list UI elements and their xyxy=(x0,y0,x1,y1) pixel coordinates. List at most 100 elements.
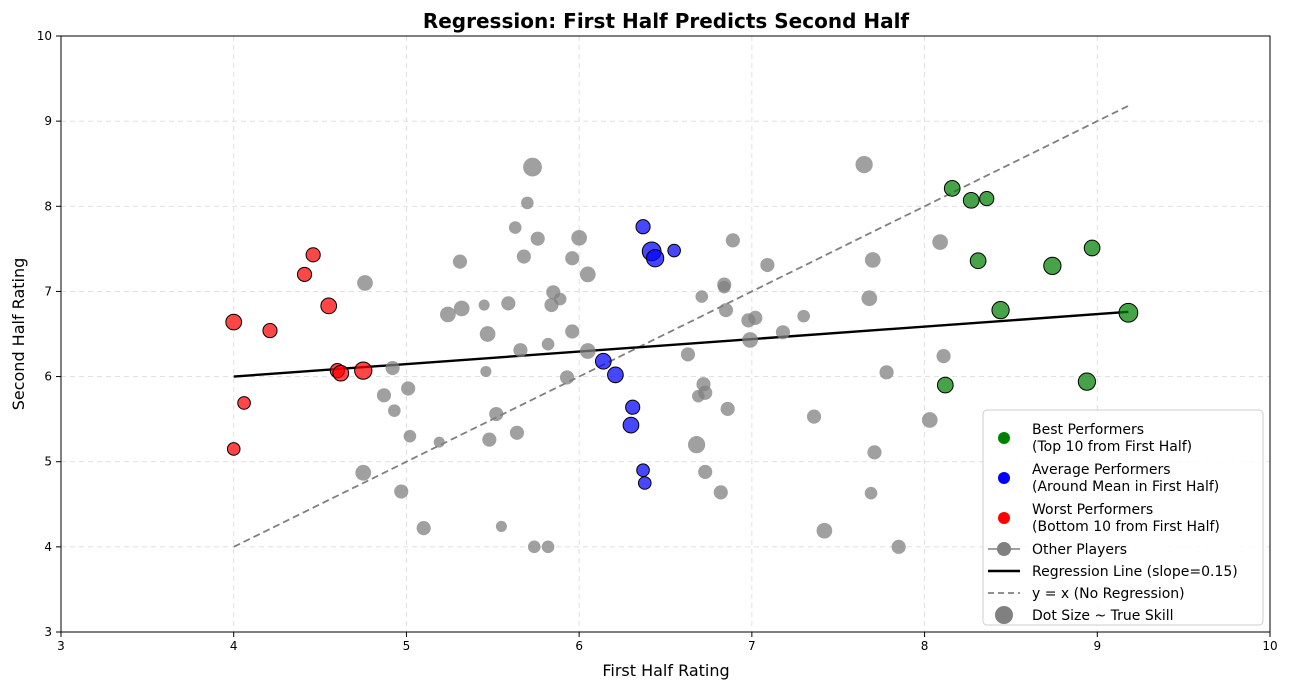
data-point-other xyxy=(879,365,894,380)
legend-label: Average Performers xyxy=(1032,462,1171,478)
legend-marker-size xyxy=(995,606,1013,624)
data-point-other xyxy=(579,266,596,283)
data-point-other xyxy=(864,252,881,268)
data-point-worst xyxy=(332,364,350,382)
y-tick-label: 4 xyxy=(44,540,52,554)
data-point-other xyxy=(760,257,775,273)
data-point-other xyxy=(530,231,545,246)
data-point-other xyxy=(527,540,541,554)
data-point-other xyxy=(720,401,735,417)
legend-box xyxy=(982,409,1264,626)
x-tick-label: 3 xyxy=(57,639,65,653)
data-point-other xyxy=(416,521,431,536)
data-point-other xyxy=(717,280,731,294)
data-point-worst xyxy=(354,361,373,380)
x-tick-label: 4 xyxy=(230,639,238,653)
data-point-other xyxy=(544,297,559,313)
data-point-other xyxy=(565,324,580,339)
data-point-worst xyxy=(305,247,321,263)
regression-line xyxy=(233,310,1129,378)
x-tick-label: 6 xyxy=(575,639,583,653)
y-tick-label: 5 xyxy=(44,455,52,469)
data-point-other xyxy=(478,299,490,311)
data-point-other xyxy=(355,464,372,481)
legend: Best Performers(Top 10 from First Half) A… xyxy=(982,409,1264,626)
data-point-other xyxy=(687,436,706,454)
data-point-best xyxy=(969,252,987,270)
data-point-average xyxy=(636,463,650,478)
data-point-average xyxy=(637,476,652,490)
legend-label: Best Performers xyxy=(1032,422,1144,438)
x-tick-label: 10 xyxy=(1262,639,1277,653)
legend-label: Regression Line (slope=0.15) xyxy=(1032,564,1238,580)
data-point-average xyxy=(635,219,651,235)
data-point-other xyxy=(453,300,470,317)
legend-marker-worst xyxy=(998,512,1010,524)
data-point-other xyxy=(480,365,492,377)
data-point-other xyxy=(401,381,416,396)
y-axis-label: Second Half Rating xyxy=(9,258,28,411)
data-point-other xyxy=(559,370,575,385)
data-point-best xyxy=(1083,239,1101,257)
data-point-other xyxy=(403,429,417,443)
data-point-other xyxy=(495,520,507,532)
data-point-other xyxy=(501,296,516,311)
data-point-other xyxy=(695,290,709,303)
data-point-other xyxy=(775,325,791,340)
data-point-worst xyxy=(320,297,338,315)
data-point-other xyxy=(440,306,456,323)
data-point-other xyxy=(452,254,468,269)
data-point-best xyxy=(1077,372,1097,391)
reference-lines xyxy=(233,105,1129,548)
data-point-best xyxy=(943,180,961,197)
legend-marker-other xyxy=(997,542,1011,556)
data-point-worst xyxy=(225,313,243,331)
data-point-other xyxy=(867,445,882,460)
data-point-other xyxy=(523,157,542,177)
legend-label: Worst Performers xyxy=(1032,502,1153,518)
data-point-other xyxy=(742,332,758,348)
data-point-worst xyxy=(226,442,241,456)
data-point-other xyxy=(921,412,938,428)
chart-title: Regression: First Half Predicts Second H… xyxy=(423,9,910,33)
data-point-other xyxy=(571,229,587,246)
data-point-other xyxy=(482,432,497,447)
legend-sublabel: (Bottom 10 from First Half) xyxy=(1032,519,1220,535)
data-point-average xyxy=(646,249,665,268)
data-point-other xyxy=(861,290,878,307)
data-point-other xyxy=(489,406,504,422)
plot-area-frame xyxy=(60,35,1271,633)
legend-sublabel: (Top 10 from First Half) xyxy=(1032,439,1192,455)
data-point-best xyxy=(1118,302,1139,323)
data-point-other xyxy=(692,389,705,403)
axis-ticks: 3 4 5 6 7 8 9 10 3 4 5 6 7 8 9 10 xyxy=(37,29,1278,653)
y-tick-label: 9 xyxy=(44,114,52,128)
data-point-other xyxy=(376,388,392,403)
data-point-best xyxy=(936,376,954,394)
data-point-other xyxy=(579,343,596,359)
data-point-worst xyxy=(296,266,313,282)
data-point-other xyxy=(541,337,555,351)
identity-line xyxy=(233,105,1129,548)
data-point-average xyxy=(625,399,641,415)
data-point-best xyxy=(991,301,1010,320)
data-point-other xyxy=(698,464,713,480)
data-point-other xyxy=(357,275,373,291)
data-point-other xyxy=(797,309,810,323)
data-point-best xyxy=(1043,256,1062,276)
data-point-other xyxy=(713,485,728,500)
x-axis-label: First Half Rating xyxy=(602,661,729,680)
y-tick-label: 10 xyxy=(37,29,52,43)
data-point-other xyxy=(521,196,534,210)
data-point-worst xyxy=(262,323,278,339)
scatter-points xyxy=(225,155,1139,554)
data-point-average xyxy=(622,416,640,434)
data-point-other xyxy=(513,343,528,358)
legend-label: Dot Size ~ True Skill xyxy=(1032,608,1174,624)
data-point-other xyxy=(725,233,740,248)
data-point-other xyxy=(806,409,822,424)
data-point-other xyxy=(433,436,445,448)
legend-sublabel: (Around Mean in First Half) xyxy=(1032,479,1219,495)
legend-marker-best xyxy=(998,432,1010,444)
